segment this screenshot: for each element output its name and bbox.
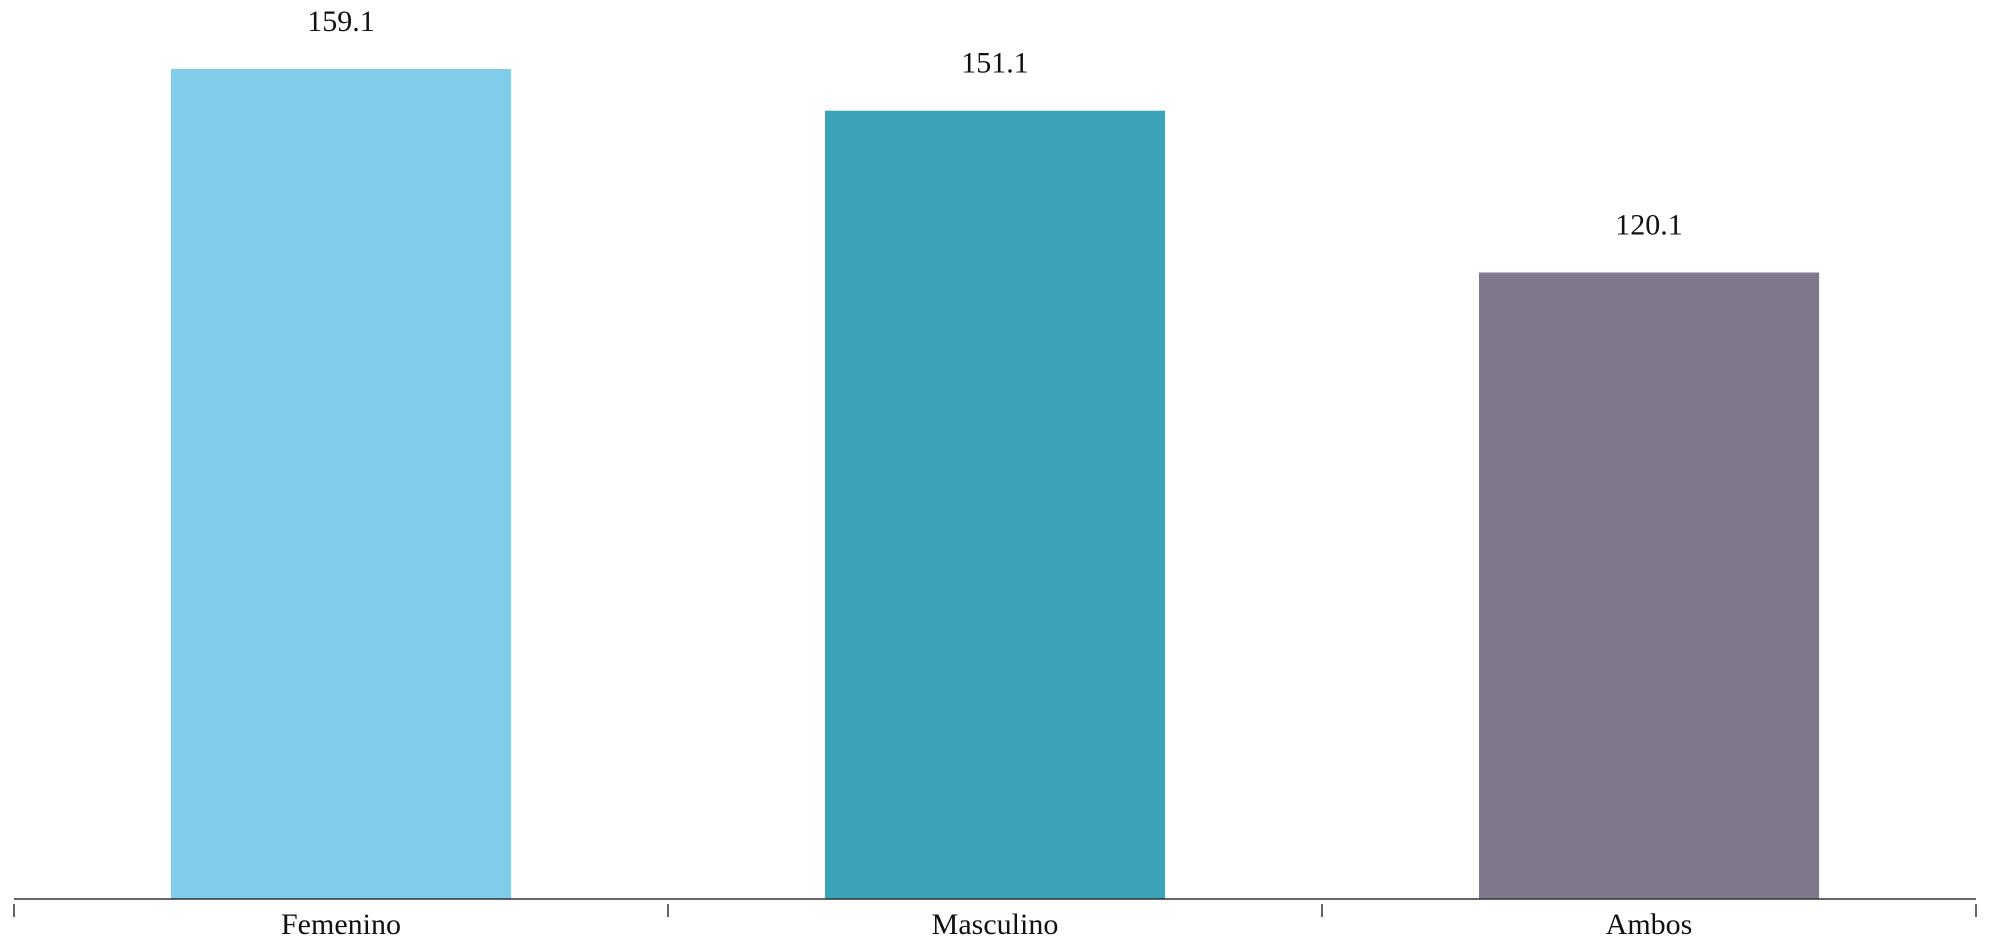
tick-label-masculino: Masculino [932, 908, 1059, 941]
value-label-femenino: 159.1 [307, 5, 375, 38]
tick-label-femenino: Femenino [281, 908, 401, 941]
value-labels-layer: 159.1 151.1 120.1 [307, 5, 1683, 242]
value-label-masculino: 151.1 [961, 47, 1029, 80]
value-label-ambos: 120.1 [1615, 209, 1683, 242]
bars-layer [171, 69, 1820, 899]
x-axis-tick-labels: Femenino Masculino Ambos [281, 908, 1692, 941]
bar-masculino [825, 110, 1166, 899]
bar-ambos [1479, 272, 1820, 899]
tick-label-ambos: Ambos [1606, 908, 1693, 941]
bar-femenino [171, 69, 512, 899]
x-axis-ticks [13, 904, 1977, 917]
